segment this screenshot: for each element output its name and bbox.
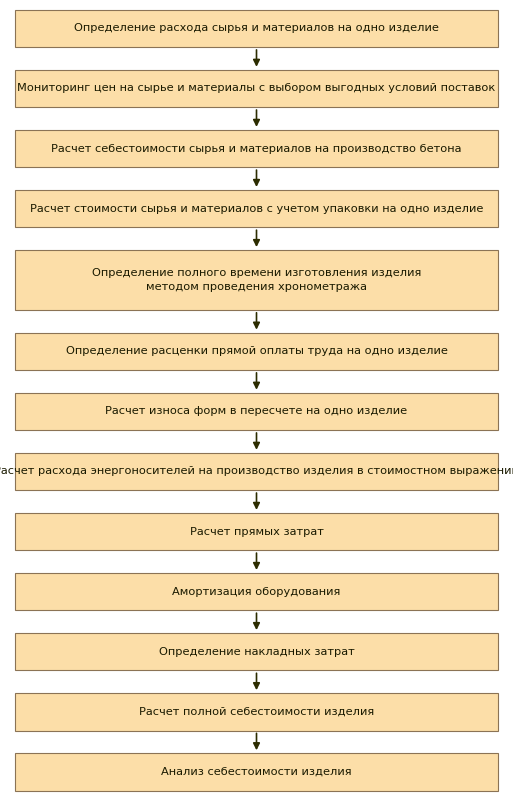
Bar — [15, 332, 498, 370]
Text: Мониторинг цен на сырье и материалы с выбором выгодных условий поставок: Мониторинг цен на сырье и материалы с вы… — [17, 84, 496, 93]
Text: Расчет себестоимости сырья и материалов на производство бетона: Расчет себестоимости сырья и материалов … — [51, 143, 462, 154]
Bar — [15, 633, 498, 670]
Text: Расчет стоимости сырья и материалов с учетом упаковки на одно изделие: Расчет стоимости сырья и материалов с уч… — [30, 203, 483, 214]
Bar — [15, 250, 498, 310]
Bar — [15, 69, 498, 108]
Text: Определение накладных затрат: Определение накладных затрат — [159, 646, 354, 657]
Text: Определение полного времени изготовления изделия
методом проведения хронометража: Определение полного времени изготовления… — [92, 269, 421, 292]
Bar — [15, 393, 498, 430]
Text: Анализ себестоимости изделия: Анализ себестоимости изделия — [161, 767, 352, 777]
Bar — [15, 453, 498, 490]
Bar — [15, 10, 498, 47]
Bar — [15, 753, 498, 791]
Text: Расчет прямых затрат: Расчет прямых затрат — [190, 527, 323, 536]
Text: Определение расценки прямой оплаты труда на одно изделие: Определение расценки прямой оплаты труда… — [66, 346, 447, 356]
Bar — [15, 130, 498, 167]
Text: Амортизация оборудования: Амортизация оборудования — [172, 587, 341, 597]
Bar — [15, 512, 498, 550]
Text: Расчет износа форм в пересчете на одно изделие: Расчет износа форм в пересчете на одно и… — [106, 406, 407, 416]
Text: Расчет полной себестоимости изделия: Расчет полной себестоимости изделия — [139, 707, 374, 717]
Text: Определение расхода сырья и материалов на одно изделие: Определение расхода сырья и материалов н… — [74, 23, 439, 33]
Bar — [15, 573, 498, 611]
Bar — [15, 190, 498, 227]
Bar — [15, 693, 498, 731]
Text: Расчет расхода энергоносителей на производство изделия в стоимостном выражении: Расчет расхода энергоносителей на произв… — [0, 466, 513, 477]
